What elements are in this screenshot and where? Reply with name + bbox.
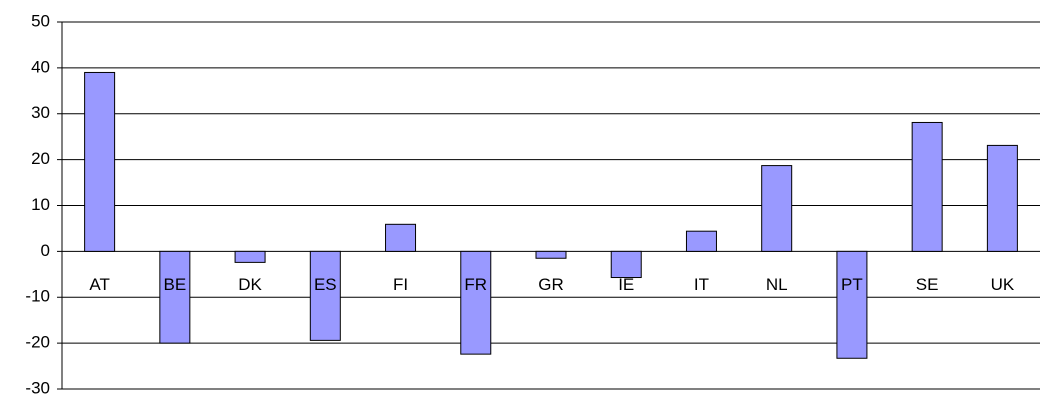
x-tick-label: GR bbox=[538, 275, 564, 294]
bar bbox=[535, 250, 567, 259]
x-tick-label: UK bbox=[991, 275, 1015, 294]
x-tick-label: FR bbox=[464, 275, 487, 294]
y-tick-label: 50 bbox=[31, 11, 50, 30]
bar bbox=[309, 250, 341, 341]
bar bbox=[836, 250, 868, 359]
x-tick-label: BE bbox=[164, 275, 187, 294]
x-tick-label: FI bbox=[393, 275, 408, 294]
bar bbox=[159, 250, 191, 344]
y-tick-label: -30 bbox=[25, 378, 50, 397]
y-tick-label: 30 bbox=[31, 103, 50, 122]
bar bbox=[610, 250, 642, 279]
y-tick-label: -10 bbox=[25, 287, 50, 306]
bar bbox=[685, 230, 717, 252]
bar bbox=[84, 71, 116, 252]
bar bbox=[986, 144, 1018, 252]
bar bbox=[761, 165, 793, 252]
x-tick-label: AT bbox=[89, 275, 109, 294]
bar bbox=[385, 223, 417, 252]
x-tick-label: NL bbox=[766, 275, 788, 294]
x-tick-label: IT bbox=[694, 275, 709, 294]
y-tick-label: -20 bbox=[25, 333, 50, 352]
x-tick-label: SE bbox=[916, 275, 939, 294]
bar bbox=[234, 250, 266, 263]
y-tick-label: 20 bbox=[31, 149, 50, 168]
y-tick-label: 10 bbox=[31, 195, 50, 214]
x-tick-label: DK bbox=[238, 275, 262, 294]
y-tick-label: 40 bbox=[31, 57, 50, 76]
bar bbox=[911, 121, 943, 252]
x-tick-label: IE bbox=[618, 275, 634, 294]
x-tick-label: ES bbox=[314, 275, 337, 294]
bar bbox=[460, 250, 492, 355]
y-tick-label: 0 bbox=[41, 241, 50, 260]
x-tick-label: PT bbox=[841, 275, 863, 294]
